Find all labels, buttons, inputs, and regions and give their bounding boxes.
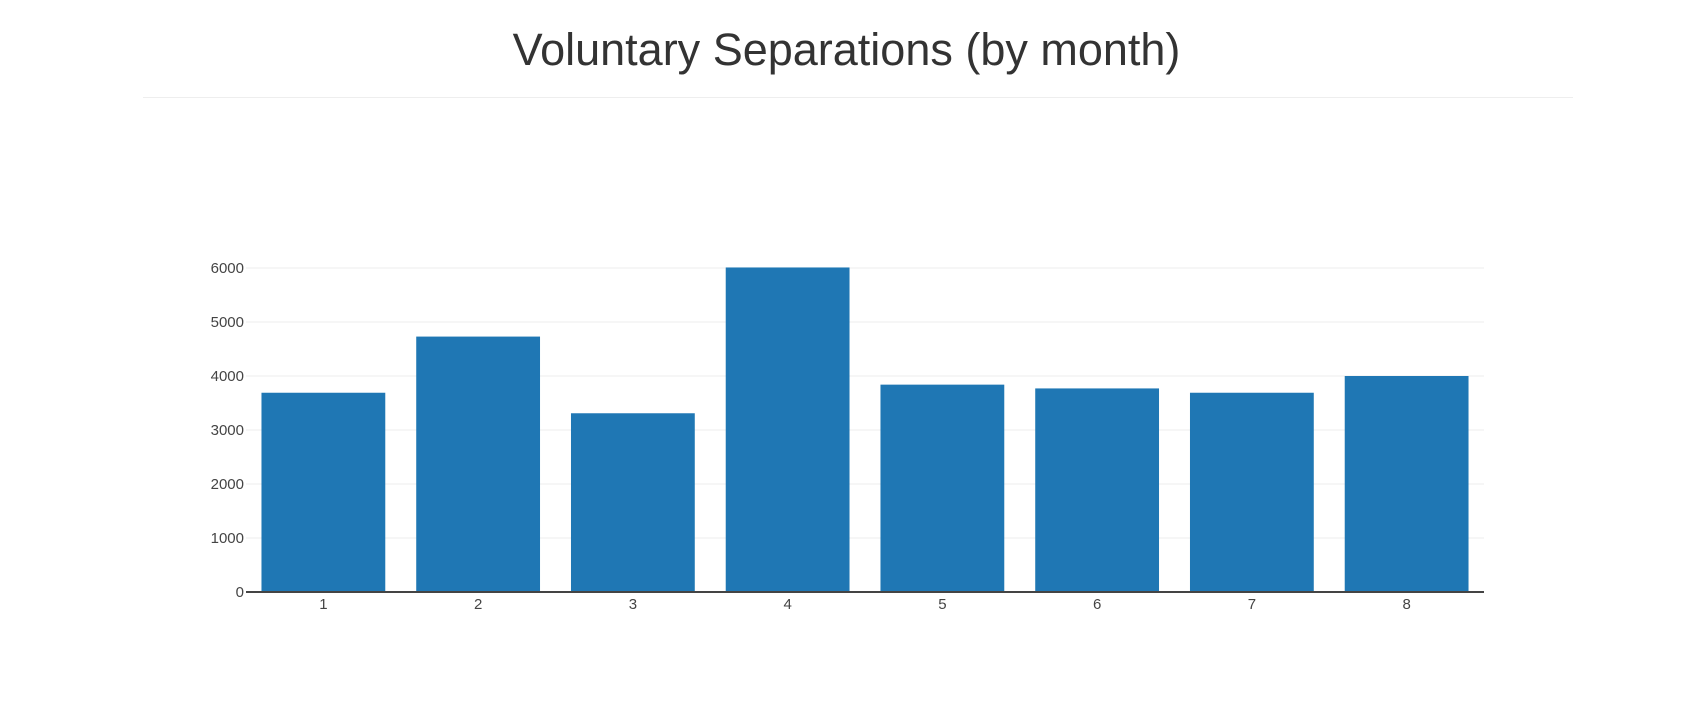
- bar: [1344, 376, 1469, 592]
- title-divider: [143, 97, 1573, 98]
- x-tick-label: 8: [1402, 596, 1410, 613]
- x-tick-labels: 1 2 3 4 5 6 7 8: [319, 596, 1411, 613]
- y-tick-label: 3000: [211, 422, 244, 439]
- bar: [725, 267, 850, 592]
- x-tick-label: 1: [319, 596, 327, 613]
- bar: [416, 336, 541, 592]
- y-tick-labels: 0 1000 2000 3000 4000 5000 6000: [211, 260, 244, 601]
- bar: [1189, 392, 1314, 592]
- y-tick-label: 5000: [211, 314, 244, 331]
- page-title: Voluntary Separations (by month): [512, 24, 1181, 75]
- bar: [261, 392, 386, 592]
- bar: [570, 413, 695, 592]
- y-tick-label: 4000: [211, 368, 244, 385]
- y-tick-label: 1000: [211, 530, 244, 547]
- y-tick-label: 6000: [211, 260, 244, 277]
- x-tick-label: 3: [629, 596, 637, 613]
- y-tick-label: 2000: [211, 476, 244, 493]
- bars: [261, 267, 1469, 592]
- x-tick-label: 7: [1248, 596, 1256, 613]
- bar: [880, 384, 1005, 592]
- x-tick-label: 4: [783, 596, 791, 613]
- x-tick-label: 6: [1093, 596, 1101, 613]
- y-tick-label: 0: [236, 584, 244, 601]
- bar: [1035, 388, 1160, 592]
- x-tick-label: 2: [474, 596, 482, 613]
- x-tick-label: 5: [938, 596, 946, 613]
